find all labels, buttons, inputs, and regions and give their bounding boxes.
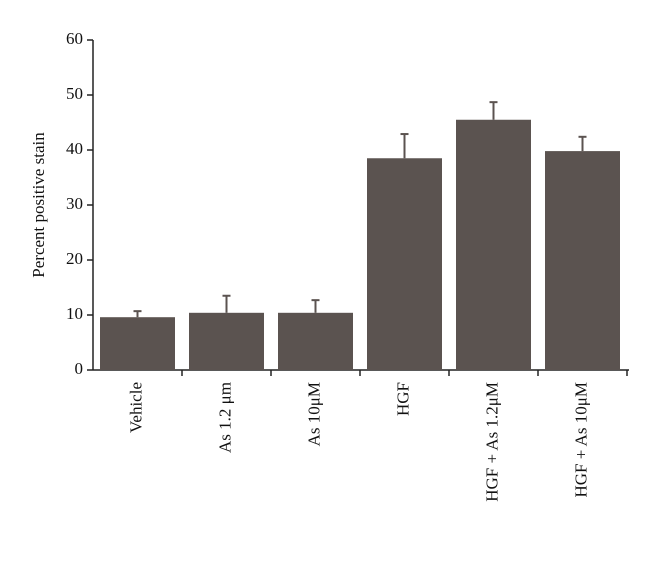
x-tick-label: HGF + As 1.2μM (482, 382, 501, 502)
x-tick-label: HGF (393, 382, 412, 416)
y-tick-label: 30 (66, 194, 83, 213)
bar (367, 158, 442, 370)
x-tick-label: As 1.2 μm (215, 382, 234, 453)
x-tick-label: HGF + As 10μM (571, 382, 590, 498)
y-axis-label: Percent positive stain (29, 132, 48, 278)
x-tick-label: As 10μM (304, 382, 323, 446)
y-tick-label: 60 (66, 29, 83, 48)
bar (456, 119, 531, 370)
y-tick-label: 0 (75, 359, 84, 378)
x-tick-label: Vehicle (126, 382, 145, 433)
y-tick-label: 50 (66, 84, 83, 103)
bar (189, 312, 264, 370)
y-tick-label: 40 (66, 139, 83, 158)
bar (545, 151, 620, 370)
y-tick-label: 20 (66, 249, 83, 268)
y-tick-label: 10 (66, 304, 83, 323)
bar (278, 312, 353, 370)
bar (100, 317, 175, 370)
